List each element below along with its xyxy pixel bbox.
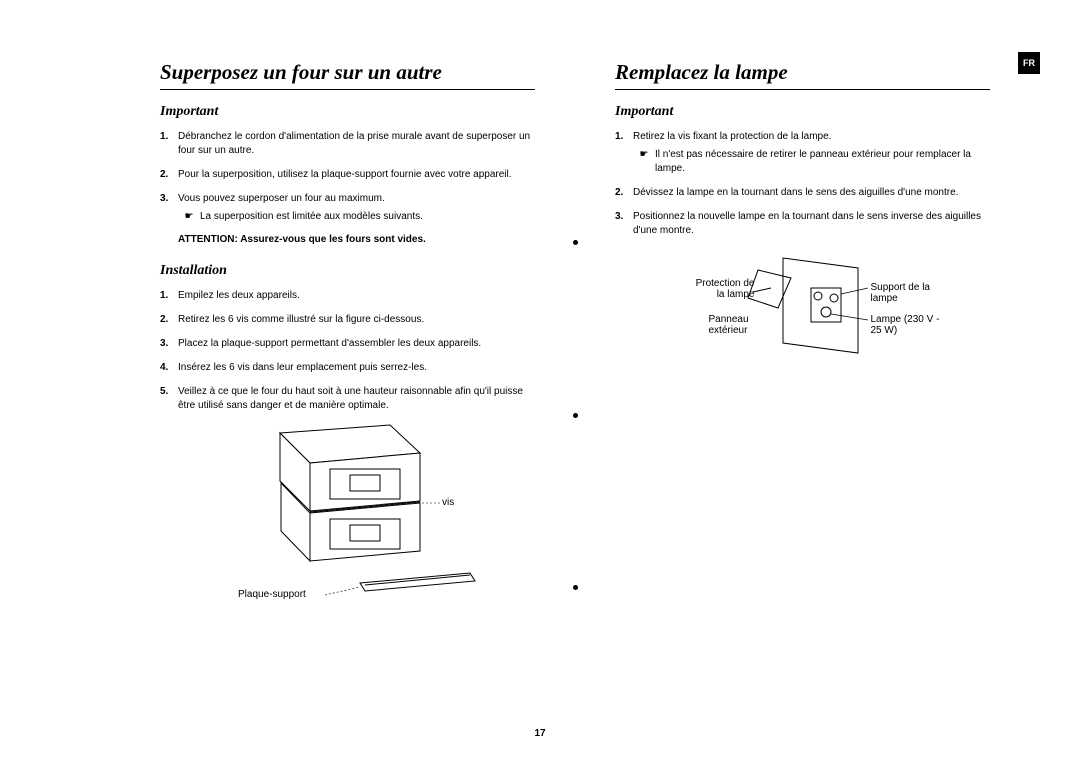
subnote: ☛ Il n'est pas nécessaire de retirer le …: [633, 148, 990, 176]
installation-list: 1.Empilez les deux appareils. 2.Retirez …: [160, 289, 535, 413]
page-columns: Superposez un four sur un autre Importan…: [160, 60, 990, 690]
page-number: 17: [0, 728, 1080, 739]
item-text: Retirez les 6 vis comme illustré sur la …: [178, 313, 535, 327]
language-tab: FR: [1018, 52, 1040, 74]
lamp-diagram: Protection de la lampe Panneau extérieur…: [653, 248, 953, 368]
diagram-label-panneau: Panneau extérieur: [709, 314, 769, 336]
pointer-icon: ☛: [633, 148, 655, 176]
item-number: 3.: [160, 192, 178, 224]
subnote: ☛ La superposition est limitée aux modèl…: [178, 210, 535, 224]
item-text: Débranchez le cordon d'alimentation de l…: [178, 130, 535, 158]
item-text: Empilez les deux appareils.: [178, 289, 535, 303]
item-text: Insérez les 6 vis dans leur emplacement …: [178, 361, 535, 375]
list-item: 3. Vous pouvez superposer un four au max…: [160, 192, 535, 224]
diagram-label-lampe: Lampe (230 V - 25 W): [871, 314, 953, 336]
column-divider: [565, 60, 585, 690]
item-number: 5.: [160, 385, 178, 413]
list-item: 1. Retirez la vis fixant la protection d…: [615, 130, 990, 176]
item-text: Pour la superposition, utilisez la plaqu…: [178, 168, 535, 182]
stacked-ovens-diagram: vis Plaque-support: [220, 423, 480, 623]
diagram-label-support: Support de la lampe: [871, 282, 953, 304]
list-item: 4.Insérez les 6 vis dans leur emplacemen…: [160, 361, 535, 375]
list-item: 1.Empilez les deux appareils.: [160, 289, 535, 303]
item-number: 2.: [160, 168, 178, 182]
item-text: Dévissez la lampe en la tournant dans le…: [633, 186, 990, 200]
left-title: Superposez un four sur un autre: [160, 60, 535, 90]
item-body-text: Retirez la vis fixant la protection de l…: [633, 131, 831, 142]
left-important-list: 1. Débranchez le cordon d'alimentation d…: [160, 130, 535, 224]
list-item: 2. Pour la superposition, utilisez la pl…: [160, 168, 535, 182]
item-text: Placez la plaque-support permettant d'as…: [178, 337, 535, 351]
pointer-icon: ☛: [178, 210, 200, 224]
item-number: 3.: [160, 337, 178, 351]
list-item: 5.Veillez à ce que le four du haut soit …: [160, 385, 535, 413]
left-important-heading: Important: [160, 104, 535, 120]
item-body-text: Vous pouvez superposer un four au maximu…: [178, 193, 385, 204]
divider-dot: [573, 240, 578, 245]
item-number: 2.: [160, 313, 178, 327]
right-title: Remplacez la lampe: [615, 60, 990, 90]
item-text: Veillez à ce que le four du haut soit à …: [178, 385, 535, 413]
divider-dot: [573, 413, 578, 418]
right-important-heading: Important: [615, 104, 990, 120]
item-number: 1.: [160, 130, 178, 158]
right-column: Remplacez la lampe Important 1. Retirez …: [615, 60, 990, 690]
diagram-label-plaque: Plaque-support: [238, 589, 306, 600]
subnote-text: Il n'est pas nécessaire de retirer le pa…: [655, 148, 990, 176]
item-number: 3.: [615, 210, 633, 238]
item-text: Vous pouvez superposer un four au maximu…: [178, 192, 535, 224]
subnote-text: La superposition est limitée aux modèles…: [200, 210, 423, 224]
item-number: 2.: [615, 186, 633, 200]
left-column: Superposez un four sur un autre Importan…: [160, 60, 535, 690]
list-item: 3. Positionnez la nouvelle lampe en la t…: [615, 210, 990, 238]
item-text: Retirez la vis fixant la protection de l…: [633, 130, 990, 176]
divider-dot: [573, 585, 578, 590]
diagram-label-vis: vis: [442, 497, 454, 508]
item-text: Positionnez la nouvelle lampe en la tour…: [633, 210, 990, 238]
diagram-label-protection: Protection de la lampe: [695, 278, 755, 300]
list-item: 2.Retirez les 6 vis comme illustré sur l…: [160, 313, 535, 327]
list-item: 2. Dévissez la lampe en la tournant dans…: [615, 186, 990, 200]
item-number: 1.: [160, 289, 178, 303]
list-item: 1. Débranchez le cordon d'alimentation d…: [160, 130, 535, 158]
attention-text: ATTENTION: Assurez-vous que les fours so…: [178, 234, 535, 245]
list-item: 3.Placez la plaque-support permettant d'…: [160, 337, 535, 351]
item-number: 4.: [160, 361, 178, 375]
right-list: 1. Retirez la vis fixant la protection d…: [615, 130, 990, 238]
installation-heading: Installation: [160, 263, 535, 279]
item-number: 1.: [615, 130, 633, 176]
